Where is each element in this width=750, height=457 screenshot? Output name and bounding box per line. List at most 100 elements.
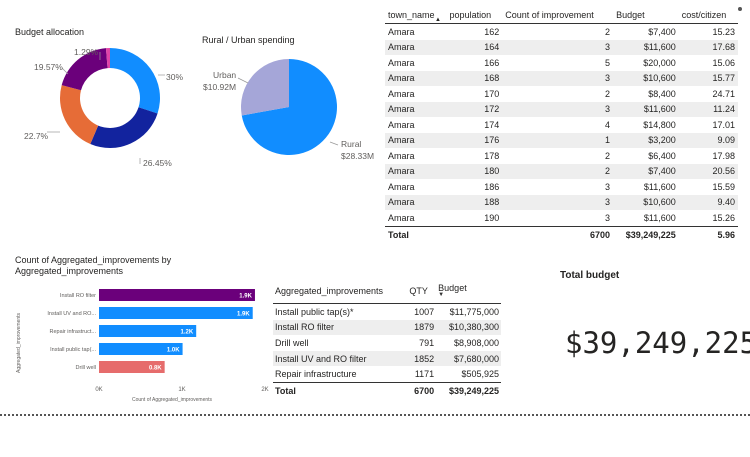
agg-total-label: Total — [273, 381, 408, 399]
table-cell: Amara — [388, 150, 415, 161]
table-cell: 3 — [605, 181, 611, 192]
table-cell: Install RO filter — [273, 319, 408, 336]
bar-category-label: Install UV and RO... — [47, 311, 96, 317]
total-label: Total — [385, 225, 447, 243]
col-aggregated[interactable]: Aggregated_improvements — [273, 281, 408, 304]
table-cell: Amara — [388, 181, 415, 192]
col-count-improvement[interactable]: Count of improvement — [502, 8, 614, 24]
table-cell: Amara — [388, 57, 415, 68]
col-budget[interactable]: Budget — [613, 8, 679, 24]
rural-urban-pie[interactable] — [190, 55, 380, 185]
table-row[interactable]: Amara 176 1 $3,200 9.09 — [385, 132, 738, 148]
table-cell: 15.23 — [712, 26, 735, 37]
page-divider — [0, 414, 750, 416]
table-cell: Drill well — [275, 337, 309, 348]
donut-slice[interactable] — [110, 48, 160, 114]
table-row[interactable]: Amara 190 3 $11,600 15.26 — [385, 210, 738, 226]
table-row[interactable]: Amara 186 3 $11,600 15.59 — [385, 179, 738, 195]
agg-total-budget: $39,249,225 — [436, 381, 501, 399]
table-cell: 2 — [605, 26, 611, 37]
table-cell: 168 — [446, 70, 503, 86]
bar-chart[interactable]: Aggregated_improvements Install RO filter… — [0, 283, 272, 408]
pie-slice[interactable] — [241, 59, 337, 155]
bar[interactable] — [99, 289, 255, 301]
bar[interactable] — [99, 325, 197, 337]
table-cell: $11,600 — [643, 212, 676, 223]
table-row[interactable]: Amara 174 4 $14,800 17.01 — [385, 117, 738, 133]
bar-chart-title: Count of Aggregated_improvements by Aggr… — [15, 255, 172, 276]
bar-value-label: 1.0K — [167, 348, 180, 354]
table-row[interactable]: Amara 164 3 $11,600 17.68 — [385, 39, 738, 55]
table-cell: 172 — [446, 101, 503, 117]
slice-label-30: 30% — [166, 72, 184, 82]
budget-allocation-donut[interactable] — [0, 40, 190, 190]
table-cell: 1171 — [414, 369, 435, 380]
table-cell: 1852 — [407, 350, 437, 367]
donut-slice[interactable] — [105, 48, 110, 69]
bar[interactable] — [99, 361, 165, 373]
table-row[interactable]: Amara 178 2 $6,400 17.98 — [385, 148, 738, 164]
bar[interactable] — [99, 343, 183, 355]
table-cell: Amara — [385, 101, 447, 117]
table-row[interactable]: Amara 166 5 $20,000 15.06 — [385, 55, 738, 71]
col-population[interactable]: population — [446, 8, 503, 24]
bar-category-label: Repair infrastruct... — [50, 329, 97, 335]
col-town-name[interactable]: town_name — [385, 8, 447, 24]
pie-slice[interactable] — [241, 59, 289, 116]
table-cell: 17.01 — [712, 119, 735, 130]
town-table-header: town_name population Count of improvemen… — [385, 8, 738, 24]
table-row[interactable]: Amara 180 2 $7,400 20.56 — [385, 163, 738, 179]
col-qty[interactable]: QTY — [407, 281, 437, 304]
x-axis-title: Count of Aggregated_improvements — [132, 397, 213, 403]
urban-label: Urban — [213, 70, 237, 80]
leader-line — [237, 77, 249, 84]
table-cell: 3 — [502, 101, 614, 117]
table-cell: $10,600 — [613, 70, 679, 86]
sort-arrow-icon: ▲ — [435, 17, 441, 23]
table-cell: 3 — [502, 39, 614, 55]
table-row[interactable]: Install UV and RO filter 1852 $7,680,000 — [273, 350, 501, 367]
table-cell: 15.06 — [712, 57, 735, 68]
donut-slice[interactable] — [90, 107, 158, 148]
table-cell: 11.24 — [678, 101, 738, 117]
table-cell: 24.71 — [712, 88, 735, 99]
rural-label: Rural — [341, 139, 362, 149]
table-row[interactable]: Repair infrastructure 1171 $505,925 — [273, 366, 501, 382]
table-row[interactable]: Amara 172 3 $11,600 11.24 — [385, 101, 738, 117]
table-cell: 17.68 — [678, 39, 738, 55]
col-agg-budget[interactable]: Budget ▼ — [436, 281, 501, 304]
table-cell: Amara — [385, 194, 447, 210]
table-row[interactable]: Amara 188 3 $10,600 9.40 — [385, 194, 738, 210]
aggregated-table[interactable]: Aggregated_improvements QTY Budget ▼ Inst… — [273, 281, 501, 399]
table-cell: $7,400 — [613, 163, 679, 179]
table-cell: 3 — [605, 212, 611, 223]
table-row[interactable]: Amara 168 3 $10,600 15.77 — [385, 70, 738, 86]
col-cost-citizen[interactable]: cost/citizen — [678, 8, 738, 24]
rural-urban-title: Rural / Urban spending — [202, 35, 295, 45]
x-tick-label: 0K — [95, 387, 102, 393]
table-cell: $7,680,000 — [436, 350, 501, 367]
rural-value: $28.33M — [341, 151, 375, 161]
table-row[interactable]: Install RO filter 1879 $10,380,300 — [273, 319, 501, 336]
table-row[interactable]: Drill well 791 $8,908,000 — [273, 335, 501, 351]
donut-slice[interactable] — [59, 85, 99, 144]
table-cell: $10,380,300 — [436, 319, 501, 336]
table-cell: $6,400 — [648, 150, 676, 161]
table-row[interactable]: Amara 162 2 $7,400 15.23 — [385, 24, 738, 40]
table-row[interactable]: Install public tap(s)* 1007 $11,775,000 — [273, 304, 501, 320]
table-row[interactable]: Amara 170 2 $8,400 24.71 — [385, 86, 738, 102]
table-cell: $11,775,000 — [449, 306, 499, 317]
donut-slice[interactable] — [61, 48, 108, 91]
table-cell: $10,600 — [613, 194, 679, 210]
bar[interactable] — [99, 307, 253, 319]
scrollbar-dot-icon[interactable] — [738, 7, 742, 11]
town-table[interactable]: town_name population Count of improvemen… — [385, 8, 738, 243]
table-cell: Repair infrastructure — [275, 369, 357, 380]
table-cell: $8,908,000 — [453, 337, 499, 348]
table-cell: Amara — [388, 212, 415, 223]
table-cell: 9.09 — [678, 132, 738, 148]
table-cell: Amara — [388, 26, 415, 37]
x-tick-label: 2K — [261, 387, 268, 393]
table-cell: $11,600 — [643, 181, 676, 192]
table-cell: $8,400 — [648, 88, 676, 99]
